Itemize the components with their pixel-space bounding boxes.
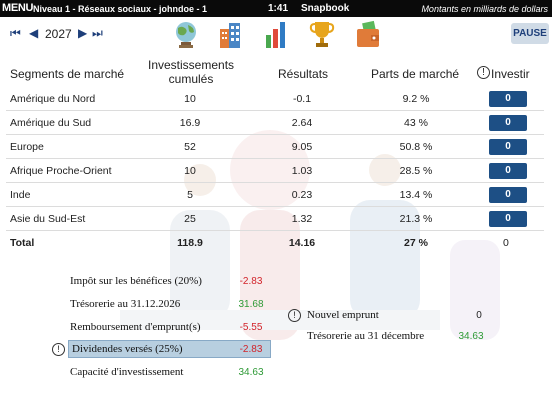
- first-year-icon[interactable]: ⏮: [10, 26, 21, 40]
- total-market-share: 27 %: [404, 237, 428, 249]
- result-value: 2.64: [291, 117, 313, 129]
- capacity-value: 34.63: [238, 367, 264, 378]
- invest-button[interactable]: 0: [489, 187, 527, 203]
- row-divider: [6, 206, 544, 207]
- row-divider: [6, 182, 544, 183]
- tax-label: Impôt sur les bénéfices (20%): [70, 275, 202, 287]
- market-share-value: 43 %: [404, 117, 428, 129]
- result-value: 1.32: [291, 213, 313, 225]
- cumulative-investment: 10: [184, 93, 196, 105]
- invest-button[interactable]: 0: [489, 115, 527, 131]
- next-year-icon[interactable]: ▶: [78, 26, 88, 40]
- company-name: Snapbook: [301, 3, 350, 14]
- menu-button[interactable]: MENU: [2, 2, 34, 14]
- invest-button[interactable]: 0: [489, 91, 527, 107]
- result-value: 1.03: [291, 165, 313, 177]
- row-divider: [6, 230, 544, 231]
- row-divider: [6, 158, 544, 159]
- capacity-label: Capacité d'investissement: [70, 366, 184, 378]
- dividends-value: -2.83: [239, 344, 263, 355]
- buildings-icon[interactable]: [216, 19, 244, 49]
- cash-value: 31.68: [238, 299, 264, 310]
- cash-december-label: Trésorerie au 31 décembre: [307, 330, 425, 342]
- total-result: 14.16: [288, 237, 316, 249]
- cash-label: Trésorerie au 31.12.2026: [70, 298, 181, 310]
- last-year-icon[interactable]: ⏭: [92, 26, 103, 40]
- new-loan-label: Nouvel emprunt: [307, 309, 379, 321]
- result-value: -0.1: [292, 93, 312, 105]
- cumulative-investment: 25: [184, 213, 196, 225]
- table-row: Amérique du Sud 16.9 2.64 43 % 0: [0, 112, 552, 135]
- header-segments: Segments de marché: [10, 67, 125, 81]
- nav-bar: ⏮ ◀ 2027 ▶ ⏭ PAUSE: [0, 17, 552, 52]
- table-row: Asie du Sud-Est 25 1.32 21.3 % 0: [0, 208, 552, 231]
- invest-button[interactable]: 0: [489, 211, 527, 227]
- level-info: Niveau 1 - Réseaux sociaux - johndoe - 1: [33, 4, 208, 14]
- cash-december-value: 34.63: [458, 331, 484, 342]
- table-row: Amérique du Nord 10 -0.1 9.2 % 0: [0, 88, 552, 111]
- units-note: Montants en milliards de dollars: [421, 4, 548, 14]
- pause-button[interactable]: PAUSE: [511, 23, 549, 44]
- table-row: Europe 52 9.05 50.8 % 0: [0, 136, 552, 159]
- header-results: Résultats: [278, 67, 329, 81]
- dividends-highlight[interactable]: [68, 340, 271, 358]
- row-divider: [6, 110, 544, 111]
- segment-name: Amérique du Nord: [10, 93, 96, 105]
- bar-chart-icon[interactable]: [262, 19, 290, 49]
- current-year: 2027: [45, 27, 72, 41]
- info-icon[interactable]: !: [477, 66, 490, 79]
- warning-icon[interactable]: !: [288, 309, 301, 322]
- cumulative-investment: 52: [184, 141, 196, 153]
- total-row: Total 118.9 14.16 27 % 0: [0, 232, 552, 255]
- result-value: 9.05: [291, 141, 313, 153]
- header-investments: Investissements cumulés: [148, 58, 234, 86]
- market-share-value: 13.4 %: [399, 189, 433, 201]
- market-share-value: 9.2 %: [402, 93, 430, 105]
- result-value: 0.23: [291, 189, 313, 201]
- header-invest: Investir: [491, 67, 530, 81]
- total-investment: 118.9: [177, 237, 203, 249]
- dividends-label: Dividendes versés (25%): [72, 343, 183, 355]
- wallet-icon[interactable]: [354, 19, 382, 49]
- market-share-value: 50.8 %: [399, 141, 433, 153]
- header-investments-line2: cumulés: [168, 72, 214, 86]
- cumulative-investment: 16.9: [179, 117, 201, 129]
- new-loan-value[interactable]: 0: [476, 310, 482, 321]
- total-label: Total: [10, 237, 35, 249]
- game-time: 1:41: [268, 3, 289, 14]
- segment-name: Amérique du Sud: [10, 117, 92, 129]
- segment-name: Afrique Proche-Orient: [10, 165, 112, 177]
- cumulative-investment: 5: [187, 189, 193, 201]
- market-share-value: 28.5 %: [399, 165, 433, 177]
- table-row: Inde 5 0.23 13.4 % 0: [0, 184, 552, 207]
- cumulative-investment: 10: [184, 165, 196, 177]
- segment-name: Europe: [10, 141, 44, 153]
- segment-name: Inde: [10, 189, 31, 201]
- repayment-value: -5.55: [239, 322, 263, 333]
- invest-button[interactable]: 0: [489, 163, 527, 179]
- header-investments-line1: Investissements: [148, 58, 235, 72]
- segment-name: Asie du Sud-Est: [10, 213, 86, 225]
- header-market-share: Parts de marché: [371, 67, 460, 81]
- previous-year-icon[interactable]: ◀: [29, 26, 39, 40]
- globe-icon[interactable]: [172, 19, 200, 49]
- table-row: Afrique Proche-Orient 10 1.03 28.5 % 0: [0, 160, 552, 183]
- market-share-value: 21.3 %: [399, 213, 433, 225]
- top-bar: MENU Niveau 1 - Réseaux sociaux - johndo…: [0, 0, 552, 17]
- trophy-icon[interactable]: [308, 19, 336, 49]
- invest-button[interactable]: 0: [489, 139, 527, 155]
- tax-value: -2.83: [239, 276, 263, 287]
- repayment-label: Remboursement d'emprunt(s): [70, 321, 201, 333]
- row-divider: [6, 134, 544, 135]
- total-invest: 0: [503, 237, 509, 249]
- warning-icon[interactable]: !: [52, 343, 65, 356]
